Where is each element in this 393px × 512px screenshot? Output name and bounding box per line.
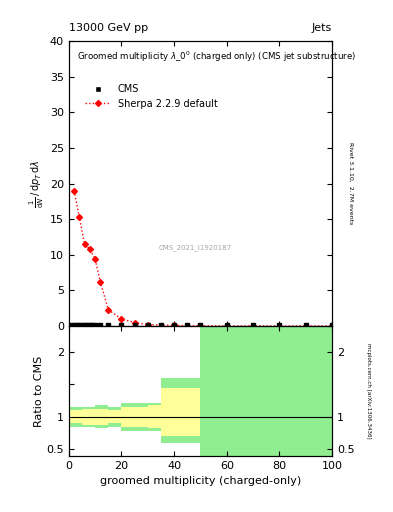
Y-axis label: mcplots.cern.ch [arXiv:1306.3436]: mcplots.cern.ch [arXiv:1306.3436] (365, 343, 371, 439)
Y-axis label: Ratio to CMS: Ratio to CMS (33, 355, 44, 426)
Text: CMS_2021_I1920187: CMS_2021_I1920187 (158, 244, 232, 251)
Y-axis label: Rivet 3.1.10,  2.7M events: Rivet 3.1.10, 2.7M events (348, 142, 353, 225)
X-axis label: groomed multiplicity (charged-only): groomed multiplicity (charged-only) (100, 476, 301, 486)
Text: Groomed multiplicity $\lambda\_0^0$ (charged only) (CMS jet substructure): Groomed multiplicity $\lambda\_0^0$ (cha… (77, 50, 356, 64)
Legend: CMS, Sherpa 2.2.9 default: CMS, Sherpa 2.2.9 default (81, 80, 221, 113)
Text: Jets: Jets (312, 23, 332, 33)
Y-axis label: $\frac{1}{\mathrm{d}N}\,/\,\mathrm{d}p_T\,\mathrm{d}\lambda$: $\frac{1}{\mathrm{d}N}\,/\,\mathrm{d}p_T… (28, 159, 46, 208)
Text: 13000 GeV pp: 13000 GeV pp (69, 23, 148, 33)
